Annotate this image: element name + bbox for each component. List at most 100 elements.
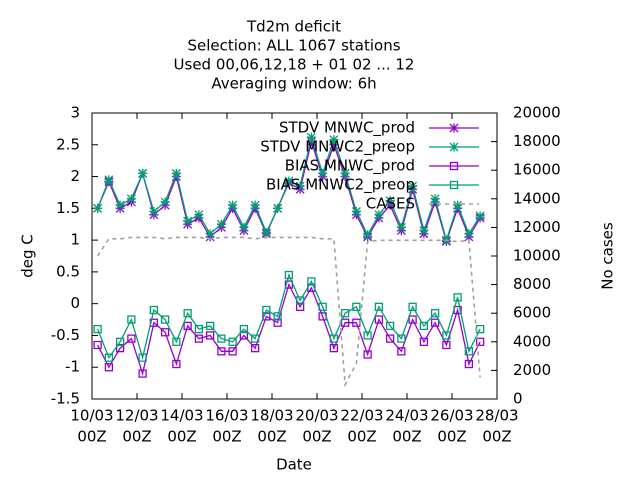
marker [442, 331, 451, 340]
x-tick-label: 00Z [482, 428, 511, 446]
marker [138, 353, 147, 362]
marker [374, 315, 384, 324]
marker [475, 324, 485, 334]
marker [306, 132, 316, 142]
marker [228, 200, 238, 210]
marker [419, 337, 429, 346]
marker [126, 194, 136, 204]
x-tick-label: 00Z [392, 428, 421, 446]
marker [217, 347, 226, 356]
series [93, 132, 485, 245]
marker [93, 324, 102, 334]
y2-tick-label: 16000 [513, 161, 561, 179]
marker [183, 309, 192, 318]
y-tick-label: -1.5 [51, 390, 80, 408]
marker [464, 359, 474, 369]
x-tick-label: 24/03 [385, 407, 428, 425]
marker [430, 318, 440, 327]
marker [93, 203, 103, 213]
y-tick-label: 2.5 [56, 135, 80, 153]
marker [475, 337, 485, 346]
marker [374, 302, 384, 311]
marker [194, 334, 204, 343]
x-tick-label: 00Z [257, 428, 286, 446]
marker [295, 181, 305, 191]
marker [340, 318, 350, 327]
marker [138, 369, 147, 378]
marker [442, 340, 451, 350]
marker [104, 363, 114, 372]
y2-tick-label: 0 [513, 390, 523, 408]
x-axis-label: Date [276, 456, 312, 474]
marker [104, 353, 114, 362]
x-tick-label: 00Z [167, 428, 196, 446]
marker [453, 293, 462, 302]
legend-marker [449, 123, 459, 133]
legend-marker [449, 180, 459, 190]
x-tick-label: 00Z [347, 428, 376, 446]
y2-tick-label: 14000 [513, 189, 561, 207]
y-tick-label: 0.5 [56, 262, 80, 280]
x-tick-label: 00Z [77, 428, 106, 446]
legend-label: BIAS MNWC_prod [285, 157, 415, 176]
marker [340, 309, 350, 318]
marker [430, 194, 440, 204]
x-tick-label: 00Z [437, 428, 466, 446]
y2-tick-label: 2000 [513, 361, 551, 379]
marker [329, 344, 339, 353]
marker [104, 175, 114, 185]
marker [430, 309, 440, 318]
chart-title: Used 00,06,12,18 + 01 02 ... 12 [174, 56, 415, 74]
marker [363, 350, 372, 359]
series [93, 270, 485, 362]
marker [374, 210, 384, 220]
marker [273, 203, 283, 213]
marker [408, 315, 417, 324]
x-tick-label: 10/03 [70, 407, 113, 425]
marker [464, 347, 474, 356]
marker [329, 135, 339, 145]
marker [397, 347, 406, 356]
marker [363, 230, 373, 240]
marker [160, 315, 170, 324]
marker [183, 216, 193, 226]
marker [250, 344, 260, 353]
series [96, 236, 481, 388]
marker [205, 321, 215, 331]
y2-tick-label: 4000 [513, 332, 551, 350]
y2-tick-label: 10000 [513, 247, 561, 265]
marker [172, 359, 181, 369]
x-tick-label: 14/03 [160, 407, 203, 425]
x-tick-label: 00Z [122, 428, 151, 446]
marker [295, 296, 305, 305]
marker [329, 140, 339, 150]
marker [205, 229, 215, 239]
marker [307, 277, 316, 286]
marker [217, 334, 226, 343]
series-line [96, 236, 481, 388]
chart-title: Selection: ALL 1067 stations [187, 37, 400, 55]
marker [93, 340, 102, 350]
y2-tick-label: 20000 [513, 104, 561, 122]
marker [127, 315, 136, 324]
x-tick-label: 20/03 [295, 407, 338, 425]
marker [408, 302, 417, 311]
marker [261, 227, 271, 237]
marker [239, 222, 249, 232]
marker [284, 176, 294, 186]
marker [194, 324, 204, 334]
marker [351, 207, 361, 217]
y-tick-label: -0.5 [51, 326, 80, 344]
marker [419, 321, 429, 331]
marker [475, 211, 485, 221]
x-tick-label: 18/03 [250, 407, 293, 425]
x-tick-label: 12/03 [115, 407, 158, 425]
legend-marker [449, 142, 459, 152]
y2-tick-label: 8000 [513, 275, 551, 293]
y-tick-label: 3 [70, 104, 80, 122]
marker [262, 305, 271, 315]
y-tick-label: 1 [70, 231, 80, 249]
marker [408, 181, 418, 191]
legend-marker [449, 161, 459, 171]
